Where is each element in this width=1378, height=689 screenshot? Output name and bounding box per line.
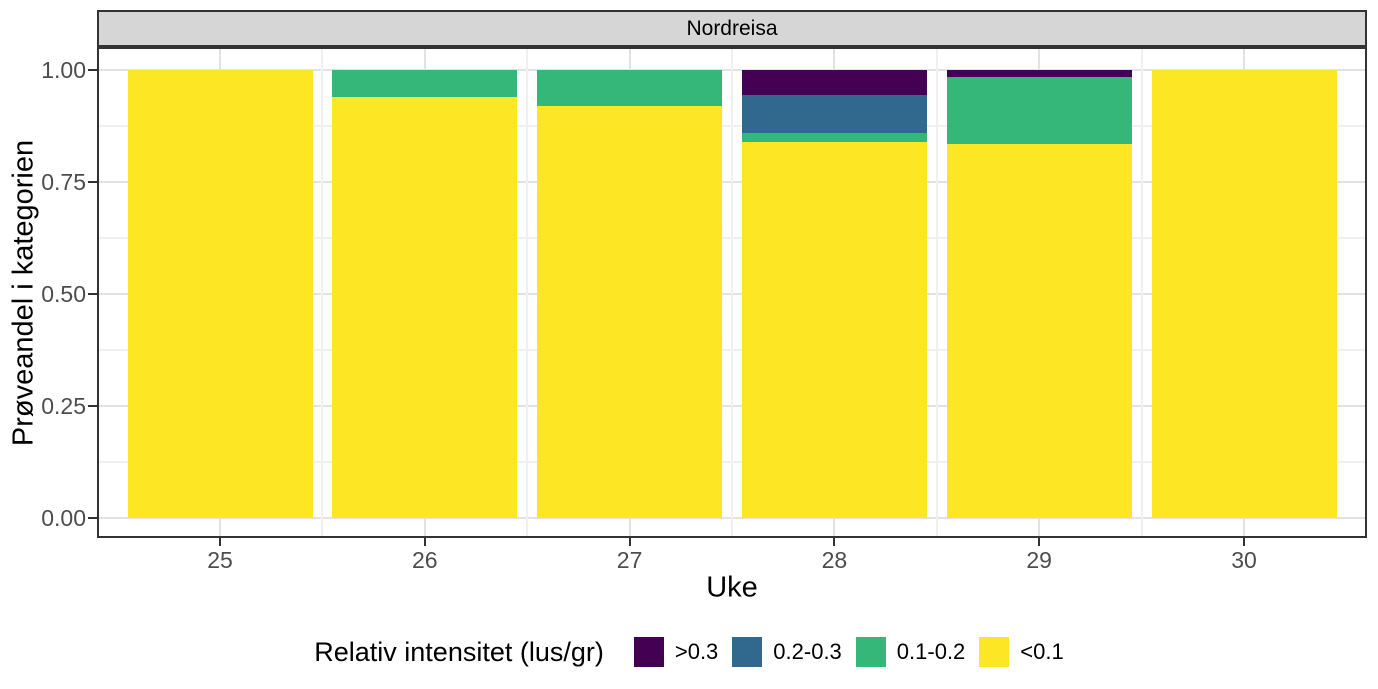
gridline-minor-v bbox=[1140, 47, 1143, 538]
x-tick-mark bbox=[833, 538, 836, 546]
bar-segment bbox=[332, 70, 518, 97]
x-tick-mark bbox=[1038, 538, 1041, 546]
gridline-minor-v bbox=[321, 47, 324, 538]
bar-segment bbox=[332, 96, 518, 518]
facet-strip-label: Nordreisa bbox=[686, 16, 778, 40]
bar-segment bbox=[741, 132, 927, 142]
legend-label: 0.2-0.3 bbox=[773, 639, 842, 664]
x-tick-mark bbox=[219, 538, 221, 546]
bar-segment bbox=[537, 105, 723, 518]
y-tick-mark bbox=[88, 405, 97, 407]
legend-item: >0.3 bbox=[633, 637, 719, 667]
x-tick-label: 28 bbox=[821, 547, 848, 573]
gridline-minor-v bbox=[731, 47, 733, 538]
y-tick-mark bbox=[88, 517, 97, 519]
y-tick-mark bbox=[88, 69, 97, 71]
bar-segment bbox=[1151, 70, 1337, 518]
plot-panel bbox=[97, 47, 1367, 538]
x-tick-label: 26 bbox=[412, 547, 438, 573]
legend-item: 0.2-0.3 bbox=[732, 637, 842, 667]
bar-segment bbox=[946, 143, 1132, 518]
bar-segment bbox=[741, 141, 927, 518]
y-tick-label: 0.00 bbox=[41, 505, 86, 531]
legend-label: 0.1-0.2 bbox=[896, 639, 966, 664]
bar-segment bbox=[741, 70, 927, 95]
legend-item: <0.1 bbox=[979, 637, 1064, 667]
bar-segment bbox=[537, 70, 723, 106]
x-tick-label: 25 bbox=[207, 547, 233, 573]
legend-swatch bbox=[633, 637, 664, 667]
gridline-minor-v bbox=[935, 47, 938, 538]
x-tick-label: 27 bbox=[616, 547, 643, 573]
legend-swatch bbox=[979, 637, 1010, 667]
legend: Relativ intensitet (lus/gr) >0.3 0.2-0.3 0… bbox=[0, 626, 1378, 678]
x-axis-title: Uke bbox=[706, 571, 758, 604]
y-tick-label: 0.50 bbox=[41, 281, 86, 307]
y-tick-label: 0.25 bbox=[41, 393, 86, 419]
x-tick-mark bbox=[1243, 538, 1245, 546]
facet-strip: Nordreisa bbox=[97, 10, 1367, 47]
legend-label: >0.3 bbox=[674, 639, 719, 664]
x-tick-mark bbox=[628, 538, 631, 546]
bar-segment bbox=[946, 70, 1132, 77]
gridline-minor-v bbox=[526, 47, 529, 538]
y-tick-label: 1.00 bbox=[41, 57, 86, 83]
x-tick-label: 29 bbox=[1026, 547, 1052, 573]
bar-segment bbox=[127, 70, 313, 518]
legend-label: <0.1 bbox=[1020, 639, 1064, 664]
legend-swatch bbox=[732, 637, 763, 667]
y-tick-label: 0.75 bbox=[41, 169, 86, 195]
legend-title: Relativ intensitet (lus/gr) bbox=[314, 636, 604, 667]
x-tick-mark bbox=[423, 538, 426, 546]
legend-item: 0.1-0.2 bbox=[855, 637, 966, 667]
bar-segment bbox=[946, 76, 1132, 144]
legend-swatch bbox=[855, 637, 886, 667]
bar-segment bbox=[741, 94, 927, 133]
y-tick-mark bbox=[88, 181, 97, 183]
y-tick-mark bbox=[88, 293, 97, 295]
x-tick-label: 30 bbox=[1231, 547, 1257, 573]
